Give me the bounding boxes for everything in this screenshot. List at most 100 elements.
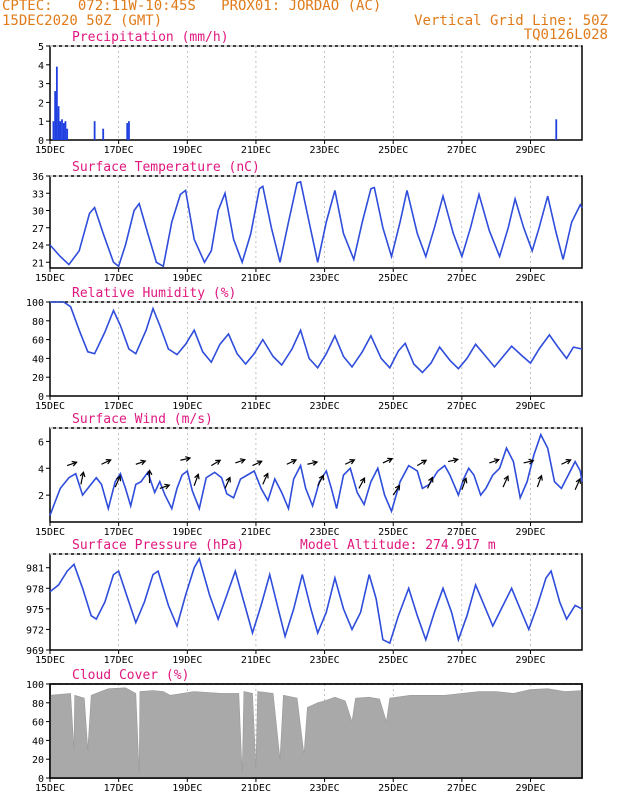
wind-wind-arrowhead — [239, 458, 246, 464]
cloud-title: Cloud Cover (%) — [72, 668, 189, 683]
cloud-ytick-label: 100 — [26, 680, 44, 691]
rh-xtick-label: 21DEC — [241, 401, 271, 412]
wind-wind-arrowhead — [452, 457, 460, 464]
precip-title: Precipitation (mm/h) — [72, 30, 229, 45]
precip-ytick-label: 4 — [38, 61, 44, 72]
press-xtick-label: 19DEC — [172, 655, 202, 666]
wind-wind-arrow — [561, 459, 571, 465]
precip-bar — [102, 128, 105, 140]
wind-wind-arrowhead — [140, 459, 147, 466]
cloud-xtick-label: 29DEC — [515, 783, 545, 794]
rh-xtick-label: 19DEC — [172, 401, 202, 412]
precip-bar — [52, 121, 55, 140]
precip-bar — [57, 106, 60, 140]
cloud-ytick-label: 80 — [32, 699, 44, 710]
cloud-xtick-label: 19DEC — [172, 783, 202, 794]
temp-ytick-label: 21 — [32, 258, 44, 269]
temp-ytick-label: 27 — [32, 224, 44, 235]
precip-xtick-label: 19DEC — [172, 145, 202, 156]
wind-wind-arrow — [193, 474, 199, 486]
precip-xtick-label: 15DEC — [35, 145, 65, 156]
press-xtick-label: 29DEC — [515, 655, 545, 666]
precip-ytick-label: 0 — [38, 136, 44, 147]
cloud-frame-top — [49, 683, 583, 779]
press-ytick-label: 978 — [26, 584, 44, 595]
precip-ytick-label: 5 — [38, 42, 44, 53]
rh-title: Relative Humidity (%) — [72, 286, 236, 301]
wind-wind-arrow — [574, 478, 581, 491]
rh-ytick-label: 0 — [38, 392, 44, 403]
precip-ytick-label: 1 — [38, 117, 44, 128]
cloud-ytick-label: 40 — [32, 736, 44, 747]
rh-xtick-label: 23DEC — [310, 401, 340, 412]
wind-wind-arrowhead — [537, 474, 543, 481]
wind-wind-arrow — [344, 459, 355, 465]
press-xtick-label: 17DEC — [104, 655, 134, 666]
temp-xtick-label: 25DEC — [378, 273, 408, 284]
press-xtick-label: 21DEC — [241, 655, 271, 666]
wind-wind-arrowhead — [394, 484, 401, 491]
cloud-area — [49, 687, 583, 779]
wind-ytick-label: 2 — [38, 491, 44, 502]
rh-xtick-label: 29DEC — [515, 401, 545, 412]
wind-wind-arrow — [286, 459, 297, 465]
wind-wind-arrowhead — [194, 473, 200, 480]
cloud-xtick-label: 17DEC — [104, 783, 134, 794]
wind-wind-arrowhead — [421, 459, 428, 465]
wind-wind-arrowhead — [164, 483, 171, 490]
wind-wind-arrowhead — [105, 459, 112, 465]
wind-wind-arrow — [502, 475, 509, 488]
precip-bar — [128, 121, 130, 140]
wind-xtick-label: 17DEC — [104, 527, 134, 538]
precip-bar — [555, 119, 558, 140]
precip-bar — [93, 121, 96, 140]
wind-wind-arrowhead — [146, 469, 153, 476]
wind-wind-arrowhead — [185, 456, 192, 462]
wind-wind-arrow — [536, 475, 543, 488]
temp-xtick-label: 19DEC — [172, 273, 202, 284]
press-ytick-label: 975 — [26, 605, 44, 616]
precip-bar — [55, 66, 58, 140]
temp-series-line — [49, 180, 583, 268]
precip-ytick-label: 3 — [38, 80, 44, 91]
wind-wind-arrowhead — [263, 472, 269, 479]
rh-ytick-label: 40 — [32, 354, 44, 365]
temp-ytick-label: 24 — [32, 241, 44, 252]
wind-wind-arrowhead — [493, 458, 500, 464]
wind-wind-arrow — [114, 475, 121, 488]
wind-wind-arrowhead — [528, 458, 535, 465]
wind-wind-arrowhead — [256, 460, 263, 466]
precip-xtick-label: 21DEC — [241, 145, 271, 156]
wind-wind-arrow — [416, 459, 427, 467]
wind-wind-arrow — [461, 478, 467, 490]
wind-wind-arrow — [382, 458, 393, 464]
wind-wind-arrow — [392, 485, 401, 496]
temp-xtick-label: 21DEC — [241, 273, 271, 284]
press-ytick-label: 969 — [26, 646, 44, 657]
cloud-xtick-label: 15DEC — [35, 783, 65, 794]
cloud-xtick-label: 25DEC — [378, 783, 408, 794]
temp-xtick-label: 23DEC — [310, 273, 340, 284]
wind-series-line — [49, 432, 583, 516]
rh-series-line — [50, 301, 583, 374]
wind-wind-arrowhead — [312, 460, 319, 466]
cloud-ytick-label: 20 — [32, 755, 44, 766]
wind-wind-arrow — [159, 484, 170, 489]
press-series-line — [49, 556, 583, 645]
wind-wind-arrow — [307, 461, 318, 465]
temp-xtick-label: 17DEC — [104, 273, 134, 284]
wind-ytick-label: 4 — [38, 464, 44, 475]
wind-wind-arrow — [262, 473, 269, 485]
wind-wind-arrowhead — [387, 457, 394, 463]
wind-wind-arrowhead — [428, 476, 434, 483]
press-frame — [49, 553, 583, 651]
wind-wind-arrow — [211, 459, 221, 467]
wind-wind-arrowhead — [291, 459, 298, 465]
header-line1: CPTEC: 072:11W-10:45S PROX01: JORDAO (AC… — [2, 0, 382, 14]
wind-wind-arrow — [252, 460, 262, 467]
wind-wind-arrowhead — [215, 459, 222, 465]
precip-bar — [126, 123, 129, 140]
wind-xtick-label: 29DEC — [515, 527, 545, 538]
press-title: Surface Pressure (hPa) — [72, 538, 244, 553]
temp-ytick-label: 33 — [32, 189, 44, 200]
